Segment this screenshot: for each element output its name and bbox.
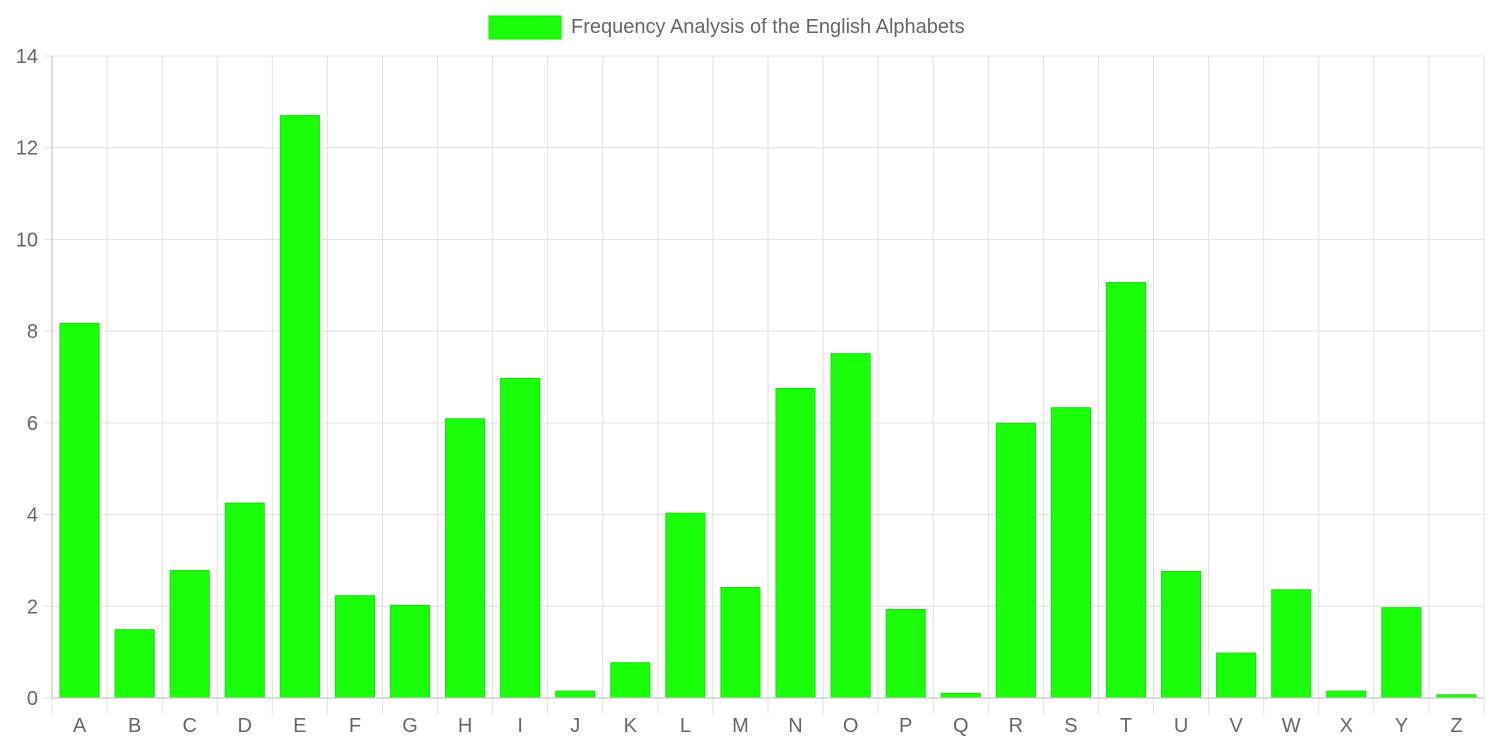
- bar-b[interactable]: [114, 629, 155, 699]
- x-tick-label: V: [1229, 715, 1243, 737]
- x-tick-label: U: [1174, 715, 1188, 737]
- bar-u[interactable]: [1161, 570, 1202, 699]
- x-tick-label: G: [402, 715, 418, 737]
- x-tick-label: Y: [1395, 715, 1408, 737]
- bar-f[interactable]: [334, 595, 375, 699]
- x-tick-label: W: [1282, 715, 1301, 737]
- legend-label: Frequency Analysis of the English Alphab…: [571, 16, 965, 38]
- bar-k[interactable]: [610, 662, 651, 699]
- x-tick-label: L: [680, 715, 691, 737]
- x-tick-label: C: [182, 715, 196, 737]
- x-tick-label: I: [517, 715, 523, 737]
- bar-g[interactable]: [389, 604, 431, 699]
- bar-m[interactable]: [720, 586, 761, 699]
- bars-layer: [59, 115, 1477, 699]
- bar-o[interactable]: [830, 353, 871, 699]
- bar-e[interactable]: [279, 115, 320, 699]
- legend-swatch: [488, 15, 562, 40]
- bar-d[interactable]: [224, 502, 265, 699]
- bar-t[interactable]: [1105, 282, 1147, 699]
- bar-r[interactable]: [995, 422, 1036, 699]
- legend[interactable]: Frequency Analysis of the English Alphab…: [488, 15, 965, 40]
- x-tick-label: F: [349, 715, 361, 737]
- x-tick-label: M: [732, 715, 749, 737]
- x-tick-label: Q: [953, 715, 969, 737]
- bar-w[interactable]: [1271, 589, 1312, 699]
- axes-layer: [51, 56, 1484, 699]
- y-tick-label: 10: [16, 229, 38, 251]
- x-tick-label: D: [238, 715, 252, 737]
- bar-i[interactable]: [500, 377, 541, 699]
- bar-v[interactable]: [1216, 652, 1257, 699]
- y-tick-label: 8: [27, 321, 38, 343]
- bar-p[interactable]: [885, 608, 926, 699]
- bar-x[interactable]: [1326, 690, 1367, 699]
- x-tick-label: B: [128, 715, 141, 737]
- x-tick-label: Z: [1450, 715, 1462, 737]
- x-tick-label: S: [1064, 715, 1077, 737]
- bar-c[interactable]: [169, 570, 210, 699]
- bar-q[interactable]: [940, 692, 981, 699]
- y-tick-label: 2: [27, 596, 38, 618]
- x-tick-label: X: [1340, 715, 1353, 737]
- bar-a[interactable]: [59, 322, 100, 699]
- x-tick-label: J: [570, 715, 580, 737]
- x-tick-label: O: [843, 715, 859, 737]
- x-tick-label: P: [899, 715, 912, 737]
- y-tick-label: 12: [16, 138, 38, 160]
- bar-l[interactable]: [665, 512, 706, 699]
- x-tick-label: N: [788, 715, 802, 737]
- bar-s[interactable]: [1050, 407, 1091, 699]
- y-tick-label: 6: [27, 413, 38, 435]
- y-tick-label: 14: [16, 46, 38, 68]
- y-tick-label: 4: [27, 505, 38, 527]
- x-tick-label: E: [293, 715, 306, 737]
- bar-j[interactable]: [555, 690, 596, 699]
- y-tick-label: 0: [27, 688, 38, 710]
- bar-y[interactable]: [1381, 607, 1422, 699]
- x-tick-label: K: [624, 715, 638, 737]
- x-tick-label: A: [73, 715, 87, 737]
- x-tick-label: T: [1120, 715, 1132, 737]
- labels-layer: 0 2 4 6 8 10 12 14 A B C D E F G H I J K L M N O P Q R S T U V W X Y Z: [16, 46, 1463, 737]
- x-tick-label: R: [1009, 715, 1023, 737]
- bar-h[interactable]: [445, 418, 486, 699]
- bar-n[interactable]: [775, 387, 816, 699]
- x-tick-label: H: [458, 715, 472, 737]
